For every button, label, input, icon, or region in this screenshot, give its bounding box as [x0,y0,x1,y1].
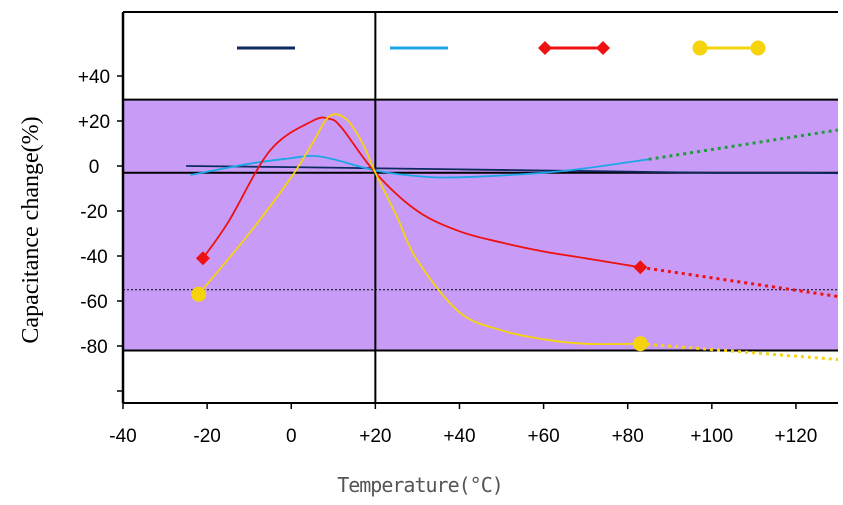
y-tick-label: +20 [78,112,110,133]
x-tick-label: -40 [109,426,136,447]
series-line-2 [190,154,649,179]
x-tick-label: +40 [443,426,475,447]
circle-marker [632,336,648,352]
diamond-marker [633,260,648,275]
series-line-4 [198,113,641,346]
legend [237,40,766,56]
y-tick-label: -40 [80,247,107,268]
x-tick-label: +20 [359,426,391,447]
diamond-marker [195,251,210,266]
y-tick-label: -60 [80,292,107,313]
series-line-1 [186,165,839,175]
x-tick-label: 0 [286,426,297,447]
legend-diamond-marker [538,41,552,55]
x-tick-label: +80 [612,426,644,447]
series-extension-3 [640,265,839,298]
legend-diamond-marker [596,41,610,55]
x-tick-label: +100 [690,426,733,447]
y-tick-label: +40 [78,67,110,88]
x-tick-label: -20 [193,426,220,447]
x-tick-labels: -40 -20 0 +20 +40 +60 +80 +100 +120 [109,426,817,447]
x-tick-label: +120 [775,426,818,447]
y-tick-labels: +40 +20 0 -20 -40 -60 -80 [78,67,110,358]
series-extension-2 [648,128,839,161]
legend-circle-marker [750,40,766,56]
series-extension-4 [640,342,839,361]
y-tick-label: 0 [89,157,100,178]
circle-marker [191,286,207,302]
shaded-band-rect [123,99,838,351]
axes [117,11,838,409]
y-tick-label: -80 [80,337,107,358]
x-tick-label: +60 [527,426,559,447]
x-axis-title: Temperature(°C) [337,473,503,497]
y-tick-label: -20 [80,202,107,223]
legend-circle-marker [692,40,708,56]
shaded-band [123,99,838,351]
y-axis-title: Capacitance change(%) [18,116,44,343]
series-lines [186,113,839,361]
